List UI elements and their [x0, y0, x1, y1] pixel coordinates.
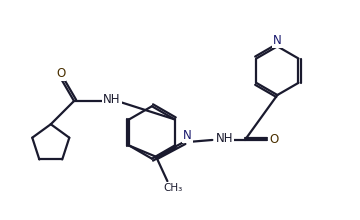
Text: N: N: [273, 34, 282, 47]
Text: CH₃: CH₃: [163, 183, 183, 193]
Text: NH: NH: [216, 132, 233, 145]
Text: NH: NH: [103, 93, 121, 106]
Text: N: N: [183, 129, 192, 142]
Text: O: O: [269, 134, 278, 147]
Text: O: O: [56, 67, 66, 80]
